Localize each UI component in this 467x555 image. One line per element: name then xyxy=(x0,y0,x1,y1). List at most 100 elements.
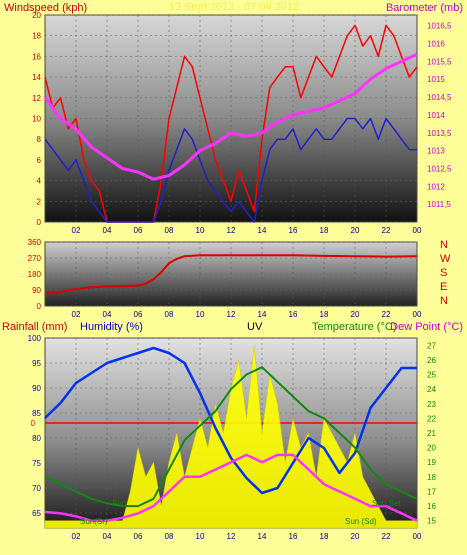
x-tick-label: 06 xyxy=(134,532,143,541)
x-tick-label: 08 xyxy=(165,226,174,235)
x-tick-label: 00 xyxy=(413,532,422,541)
y-tick-label: 90 xyxy=(32,384,41,393)
x-tick-label: 04 xyxy=(103,226,112,235)
x-tick-label: 12 xyxy=(227,532,236,541)
y2-tick-label: 1016 xyxy=(427,40,445,49)
humidity-plot-series xyxy=(44,345,418,529)
y-tick-label: 6 xyxy=(37,156,42,165)
x-tick-label: 10 xyxy=(196,532,205,541)
x-tick-label: 06 xyxy=(134,310,143,319)
y-tick-label: 0 xyxy=(37,302,42,311)
humidity-axis-label: Humidity (%) xyxy=(80,321,143,333)
y2-tick-label: 1013 xyxy=(427,147,445,156)
sun-bottom-left-label: Sun(Sr) xyxy=(80,517,108,526)
x-tick-label: 02 xyxy=(72,532,81,541)
y2-tick-label: 1016,5 xyxy=(427,22,452,31)
x-tick-label: 18 xyxy=(320,532,329,541)
x-tick-label: 08 xyxy=(165,310,174,319)
y2-tick-label: 15 xyxy=(427,517,436,526)
x-tick-label: 16 xyxy=(289,226,298,235)
y2-tick-label: 21 xyxy=(427,429,436,438)
y2-tick-label: 27 xyxy=(427,341,436,350)
y2-tick-label: 1012 xyxy=(427,182,445,191)
y-tick-label: 2 xyxy=(37,197,42,206)
y2-tick-label: 1013,5 xyxy=(427,129,452,138)
x-tick-label: 12 xyxy=(227,310,236,319)
direction-plot-series xyxy=(44,254,418,294)
wind-plot-series xyxy=(43,24,418,223)
y-tick-label: 270 xyxy=(28,254,42,263)
x-tick-label: 14 xyxy=(258,310,267,319)
windspeed-axis-label: Windspeed (kph) xyxy=(4,2,87,14)
x-tick-label: 00 xyxy=(413,226,422,235)
x-tick-label: 14 xyxy=(258,226,267,235)
y-tick-label: 10 xyxy=(32,115,41,124)
y-tick-label: 180 xyxy=(28,270,42,279)
compass-label: N xyxy=(440,295,448,307)
y2-tick-label: 17 xyxy=(427,487,436,496)
y-tick-label: 85 xyxy=(32,409,41,418)
x-tick-label: 18 xyxy=(320,310,329,319)
uv-axis-label: UV xyxy=(247,321,263,333)
y2-tick-label: 23 xyxy=(427,400,436,409)
x-tick-label: 16 xyxy=(289,532,298,541)
series-uv-area xyxy=(44,345,418,529)
series-pressure-line xyxy=(43,52,418,181)
y-tick-label: 90 xyxy=(32,286,41,295)
wind-plot-ticks: 02 04 06 08 10 12 14 16 18 20 22 000246810121416182… xyxy=(32,11,452,235)
y-tick-label: 70 xyxy=(32,484,41,493)
humidity-plot-ticks: 02 04 06 08 10 12 14 16 18 20 22 00 65 70 75 80 85 90 95 10… xyxy=(28,334,437,541)
x-tick-label: 20 xyxy=(351,310,360,319)
y2-tick-label: 24 xyxy=(427,385,436,394)
x-tick-label: 02 xyxy=(72,226,81,235)
y-tick-label: 100 xyxy=(28,334,42,343)
sun-bottom-right-label: Sun (Sd) xyxy=(345,517,377,526)
x-tick-label: 18 xyxy=(320,226,329,235)
y2-tick-label: 26 xyxy=(427,356,436,365)
date-range-label: 13 Sept 2012 - 07:08 2012 xyxy=(169,1,299,13)
y2-tick-label: 1014 xyxy=(427,111,445,120)
series-dew-point-line xyxy=(44,453,418,522)
sunset-label: Sun Set xyxy=(372,499,401,508)
y2-tick-label: 1015 xyxy=(427,75,445,84)
y2-tick-label: 1014,5 xyxy=(427,93,452,102)
y2-tick-label: 1015,5 xyxy=(427,57,452,66)
y-tick-label: 12 xyxy=(32,94,41,103)
y2-tick-label: 25 xyxy=(427,371,436,380)
y2-tick-label: 18 xyxy=(427,473,436,482)
rainfall-axis-label: Rainfall (mm) xyxy=(2,321,67,333)
dewpoint-axis-label: Dew Point (°C) xyxy=(390,321,463,333)
y-tick-label: 65 xyxy=(32,509,41,518)
y-tick-label: 80 xyxy=(32,434,41,443)
compass-label: N xyxy=(440,239,448,251)
x-tick-label: 16 xyxy=(289,310,298,319)
x-tick-label: 22 xyxy=(382,226,391,235)
y-tick-label: 14 xyxy=(32,73,41,82)
x-tick-label: 04 xyxy=(103,310,112,319)
barometer-axis-label: Barometer (mb) xyxy=(386,2,463,14)
y2-tick-label: 22 xyxy=(427,414,436,423)
y2-tick-label: 1011,5 xyxy=(427,200,451,209)
direction-plot-grid xyxy=(45,241,418,307)
y2-tick-label: 19 xyxy=(427,458,436,467)
y-tick-label: 75 xyxy=(32,459,41,468)
x-tick-label: 06 xyxy=(134,226,143,235)
y-tick-label: 8 xyxy=(37,135,42,144)
x-tick-label: 00 xyxy=(413,310,422,319)
y-tick-label: 18 xyxy=(32,32,41,41)
x-tick-label: 20 xyxy=(351,532,360,541)
y-tick-label: 4 xyxy=(37,177,42,186)
y-tick-label: 0 xyxy=(37,218,42,227)
y-tick-label: 360 xyxy=(28,238,42,247)
y-tick-label: 95 xyxy=(32,359,41,368)
series-average-line xyxy=(44,117,417,223)
compass-label: S xyxy=(440,267,447,279)
x-tick-label: 22 xyxy=(382,310,391,319)
temperature-axis-label: Temperature (°C) xyxy=(312,321,396,333)
series-direction-line xyxy=(44,254,418,294)
x-tick-label: 22 xyxy=(382,532,391,541)
y2-tick-label: 20 xyxy=(427,444,436,453)
